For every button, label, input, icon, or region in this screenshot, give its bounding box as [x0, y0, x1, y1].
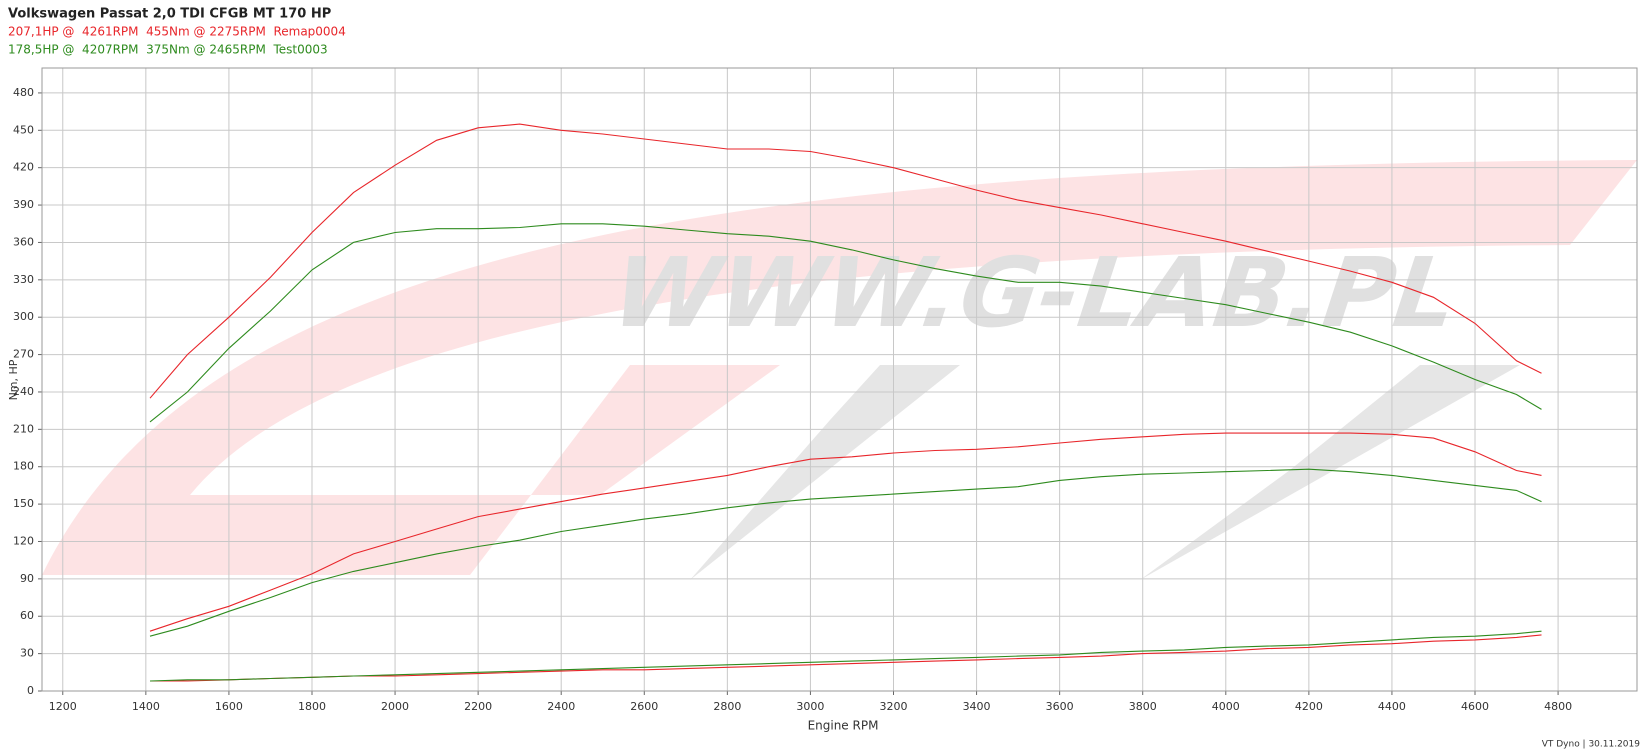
y-tick-label: 150 [13, 497, 34, 510]
series-line [149, 432, 1542, 632]
legend: 207,1HP @ 4261RPM 455Nm @ 2275RPM Remap0… [8, 25, 346, 57]
plot [149, 123, 1542, 682]
x-axis-label: Engine RPM [808, 719, 879, 733]
y-tick-label: 120 [13, 534, 34, 547]
y-tick-label: 240 [13, 385, 34, 398]
y-tick-label: 90 [20, 572, 34, 585]
grid: 1200 1400 1600 1800 2000 2200 2400 2600 2800 3000… [13, 68, 1637, 713]
y-tick-label: 270 [13, 348, 34, 361]
series-line [149, 223, 1542, 423]
y-tick-label: 0 [27, 684, 34, 697]
y-tick-label: 180 [13, 460, 34, 473]
watermark: WWW.G-LAB.PL [596, 238, 1474, 349]
x-tick-label: 1800 [298, 700, 326, 713]
x-tick-label: 1200 [49, 700, 77, 713]
y-tick-label: 480 [13, 86, 34, 99]
series-line [149, 630, 1542, 682]
x-tick-label: 2000 [381, 700, 409, 713]
series-line [149, 468, 1542, 637]
y-tick-label: 360 [13, 235, 34, 248]
y-axis-label: Nm, HP [7, 359, 20, 400]
logo-shape [690, 365, 1520, 580]
y-tick-label: 330 [13, 273, 34, 286]
y-tick-label: 390 [13, 198, 34, 211]
x-tick-label: 3800 [1129, 700, 1157, 713]
x-tick-label: 3600 [1046, 700, 1074, 713]
x-tick-label: 1400 [132, 700, 160, 713]
y-tick-label: 30 [20, 647, 34, 660]
legend-entry: 207,1HP @ 4261RPM 455Nm @ 2275RPM Remap0… [8, 25, 346, 39]
x-tick-label: 2200 [464, 700, 492, 713]
y-tick-label: 60 [20, 609, 34, 622]
y-tick-label: 300 [13, 310, 34, 323]
series-line [150, 634, 1542, 682]
x-tick-label: 1600 [215, 700, 243, 713]
x-tick-label: 3200 [879, 700, 907, 713]
footer: VT Dyno | 30.11.2019 [1542, 740, 1641, 750]
y-tick-label: 210 [13, 422, 34, 435]
y-tick-label: 450 [13, 123, 34, 136]
x-tick-label: 4800 [1544, 700, 1572, 713]
logo-swoosh [42, 160, 1637, 575]
legend-entry: 178,5HP @ 4207RPM 375Nm @ 2465RPM Test00… [8, 43, 328, 57]
x-tick-label: 3400 [963, 700, 991, 713]
x-tick-label: 4400 [1378, 700, 1406, 713]
x-tick-label: 4200 [1295, 700, 1323, 713]
y-tick-label: 420 [13, 161, 34, 174]
chart-title: Volkswagen Passat 2,0 TDI CFGB MT 170 HP [8, 7, 331, 22]
x-tick-label: 2600 [630, 700, 658, 713]
x-tick-label: 2400 [547, 700, 575, 713]
x-tick-label: 3000 [796, 700, 824, 713]
x-tick-label: 4600 [1461, 700, 1489, 713]
series-line [149, 123, 1542, 399]
plot-frame [41, 67, 1638, 692]
x-tick-label: 4000 [1212, 700, 1240, 713]
x-tick-label: 2800 [713, 700, 741, 713]
